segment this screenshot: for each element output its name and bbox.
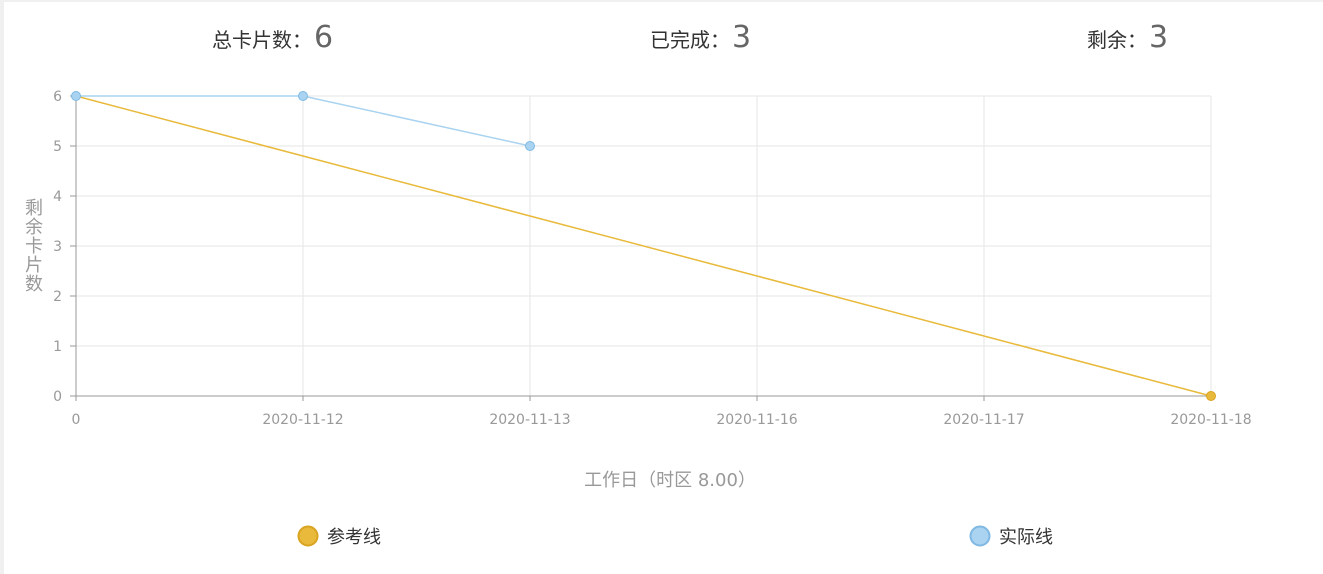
x-tick-label-4: 2020-11-17 [943, 412, 1024, 428]
legend-label-1: 实际线 [999, 527, 1053, 548]
y-tick-label-1: 1 [53, 339, 62, 355]
x-tick-labels: 0 2020-11-12 2020-11-13 2020-11-16 2020-11-1… [72, 412, 1252, 428]
y-tick-labels: 0 1 2 3 4 5 6 [53, 89, 62, 405]
stat-remaining: 剩余：3 [1087, 18, 1168, 58]
x-axis-title: 工作日（时区 8.00） [584, 470, 756, 491]
x-tick-label-1: 2020-11-12 [262, 412, 343, 428]
axes [70, 95, 1212, 401]
x-tick-label-2: 2020-11-13 [489, 412, 570, 428]
stat-total-cards: 总卡片数：6 [212, 18, 333, 58]
series-1-point-0 [71, 91, 81, 101]
legend-label-0: 参考线 [327, 527, 381, 548]
legend-swatch-1 [969, 525, 991, 547]
series-1-point-2 [525, 141, 535, 151]
stat-completed-value: 3 [732, 20, 752, 55]
stat-total-label: 总卡片数： [212, 28, 312, 52]
y-axis-title-char-3: 片 [25, 255, 43, 276]
stat-completed: 已完成：3 [650, 18, 751, 58]
y-axis-title-char-1: 余 [25, 217, 43, 238]
series-line-0 [75, 95, 1212, 397]
series-1-point-1 [298, 91, 308, 101]
y-tick-label-5: 5 [53, 139, 62, 155]
y-axis-title-char-4: 数 [25, 274, 43, 295]
legend: 参考线 实际线 [297, 525, 1053, 548]
y-axis-title-char-0: 剩 [25, 198, 43, 219]
y-tick-label-0: 0 [53, 389, 62, 405]
stat-remaining-label: 剩余： [1087, 28, 1147, 52]
x-tick-label-5: 2020-11-18 [1170, 412, 1251, 428]
stat-total-value: 6 [314, 20, 334, 55]
y-tick-label-2: 2 [53, 289, 62, 305]
series-layer [71, 91, 1216, 401]
series-0-point-5 [1206, 391, 1216, 401]
x-tick-label-0: 0 [72, 412, 81, 428]
burndown-panel [4, 2, 1323, 574]
x-tick-label-3: 2020-11-16 [716, 412, 797, 428]
stat-remaining-value: 3 [1149, 20, 1169, 55]
y-axis-title-char-2: 卡 [25, 236, 43, 257]
y-tick-label-3: 3 [53, 239, 62, 255]
stat-completed-label: 已完成： [650, 28, 730, 52]
y-tick-label-4: 4 [53, 189, 62, 205]
legend-swatch-0 [297, 525, 319, 547]
y-tick-label-6: 6 [53, 89, 62, 105]
